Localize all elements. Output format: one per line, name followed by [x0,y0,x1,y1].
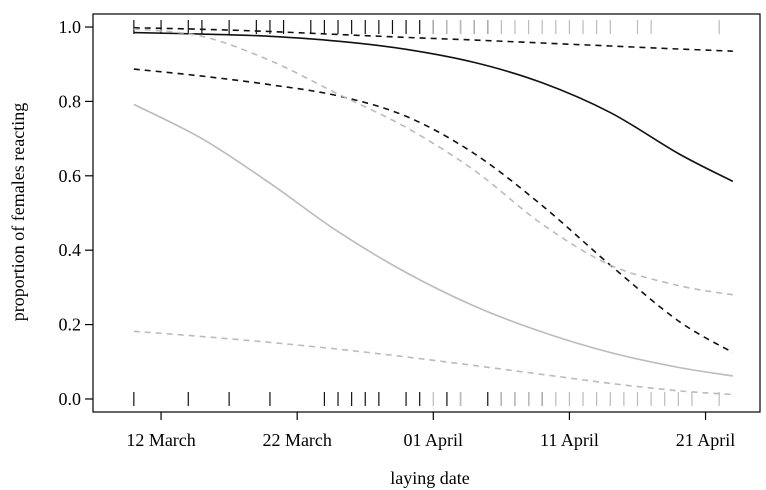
x-tick-label: 22 March [262,430,331,450]
y-tick-label: 0.0 [59,389,82,409]
y-axis-label: proportion of females reacting [8,103,28,321]
x-tick-label: 01 April [404,430,464,450]
y-tick-label: 0.6 [59,166,82,186]
series-line-3 [133,68,734,354]
series-line-1 [133,31,734,183]
x-tick-label: 11 April [540,430,599,450]
series-line-2 [133,27,733,52]
series-line-4 [133,103,733,377]
x-axis-label: laying date [390,468,469,488]
y-tick-label: 0.4 [59,240,82,260]
plot-frame [92,13,761,413]
series-line-6 [133,330,733,396]
x-tick-label: 12 March [126,430,195,450]
series-line-5 [133,28,733,296]
y-tick-label: 0.2 [59,315,82,335]
x-tick-label: 21 April [676,430,736,450]
y-tick-label: 0.8 [59,91,82,111]
y-tick-label: 1.0 [59,17,82,37]
plot-area: 0.0 0.2 0.4 0.6 0.8 1.0 12 March 22 March 01 Apr… [59,13,761,450]
